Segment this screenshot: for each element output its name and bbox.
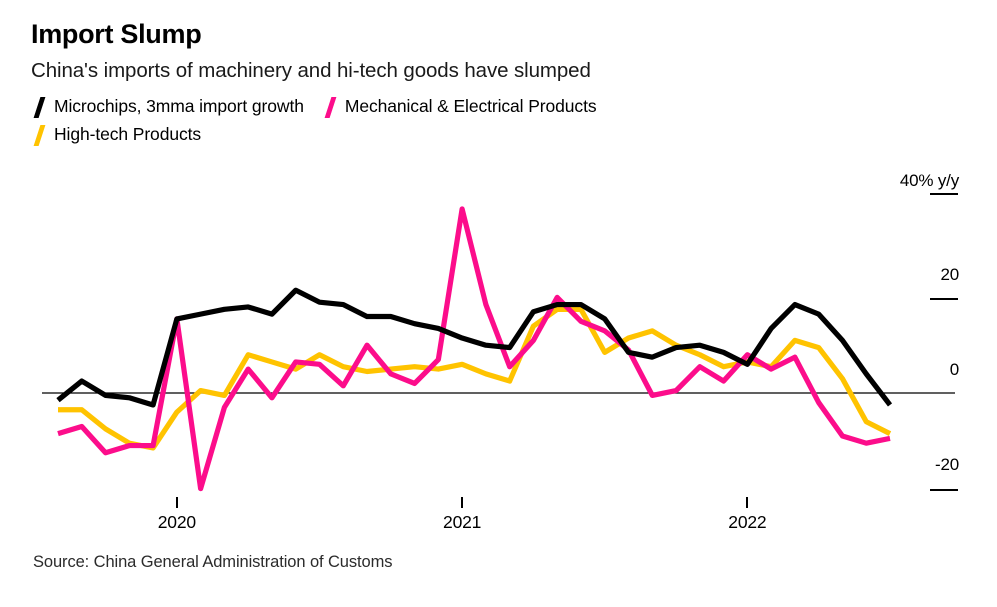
x-axis-tick-2020 [175, 497, 178, 508]
legend-row-1: Microchips, 3mma import growth Mechanica… [31, 96, 891, 124]
x-axis-label-2020: 2020 [157, 512, 196, 532]
series-line-microchips-3mma-import-growth [56, 287, 893, 408]
series-line-mechanical-electrical-products [57, 206, 891, 492]
legend-item-mechanical-electrical[interactable]: Mechanical & Electrical Products [322, 96, 597, 117]
page-title: Import Slump [31, 19, 202, 49]
source-note: Source: China General Administration of … [33, 553, 393, 571]
x-axis-label-2022: 2022 [728, 512, 767, 532]
y-axis-label-0: 0 [949, 360, 959, 379]
y-axis-tick-20 [930, 298, 958, 300]
y-axis-label-20: 20 [940, 265, 959, 284]
legend-row-2: High-tech Products [31, 124, 891, 152]
legend-label-high-tech: High-tech Products [54, 124, 202, 144]
legend-label-mechanical-electrical: Mechanical & Electrical Products [344, 96, 597, 116]
y-axis-tick-40 [930, 193, 958, 195]
x-axis-label-2021: 2021 [443, 512, 482, 532]
y-axis-label--20: -20 [935, 455, 959, 474]
chart-legend: Microchips, 3mma import growth Mechanica… [31, 96, 891, 152]
y-axis-tick--20 [930, 489, 958, 491]
legend-item-microchips[interactable]: Microchips, 3mma import growth [31, 96, 304, 117]
x-axis-tick-2022 [746, 497, 749, 508]
page-subtitle: China's imports of machinery and hi-tech… [31, 59, 591, 82]
legend-label-microchips: Microchips, 3mma import growth [54, 96, 304, 116]
legend-item-high-tech[interactable]: High-tech Products [31, 124, 201, 145]
y-axis-label-40: 40% y/y [899, 171, 959, 190]
x-axis-tick-2021 [461, 497, 464, 508]
